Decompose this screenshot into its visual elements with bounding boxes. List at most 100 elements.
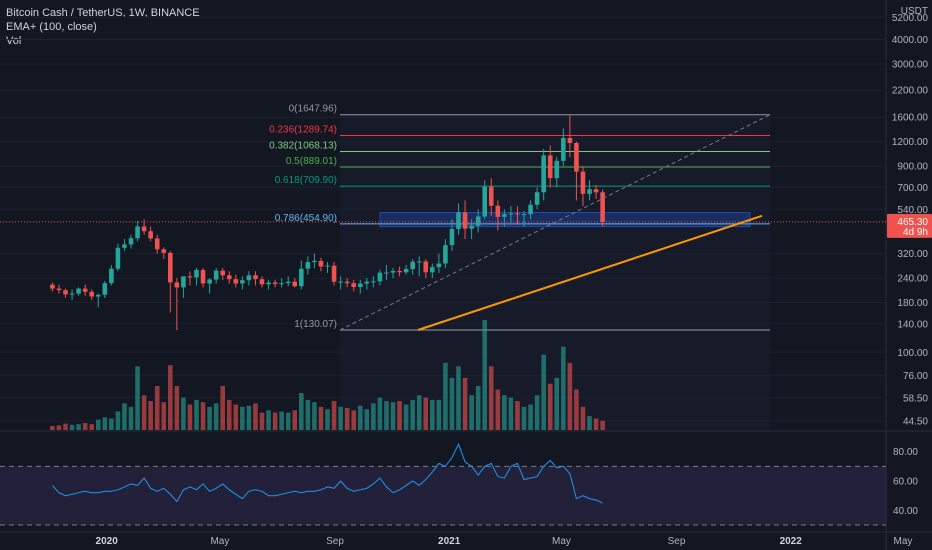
- candle-body: [102, 283, 108, 295]
- candle-body: [416, 261, 422, 263]
- candle-body: [554, 160, 560, 179]
- volume-bars: [50, 320, 605, 430]
- candle-body: [443, 245, 448, 264]
- rsi-tick-label: 40.00: [893, 506, 918, 517]
- price-tick-label: 76.00: [903, 371, 928, 382]
- candle: [397, 266, 402, 277]
- candle: [403, 264, 409, 275]
- current-price-badge[interactable]: [887, 213, 932, 238]
- symbol-title[interactable]: Bitcoin Cash / TetherUS, 1W, BINANCE: [6, 7, 200, 19]
- candle-body: [194, 269, 199, 278]
- candle: [541, 148, 546, 201]
- candle-body: [318, 260, 324, 267]
- volume-bar: [541, 354, 546, 430]
- candle: [69, 289, 75, 301]
- candle-body: [344, 281, 350, 284]
- candle: [587, 180, 592, 201]
- candle: [593, 184, 599, 199]
- volume-bar: [443, 362, 448, 430]
- fib-zone-highlight[interactable]: [379, 212, 751, 228]
- price-tick-label: 3000.00: [892, 59, 929, 70]
- volume-bar: [233, 404, 239, 430]
- candle-body: [50, 284, 55, 289]
- candle: [449, 219, 455, 252]
- candle: [416, 256, 422, 277]
- price-tick-label: 700.00: [897, 183, 928, 194]
- candle: [226, 271, 232, 284]
- volume-bar: [475, 386, 481, 430]
- volume-bar: [456, 366, 461, 430]
- fib-retracement[interactable]: 0(1647.96) 0.236(1289.74) 0.382(1068.13) 0.…: [269, 104, 770, 331]
- volume-bar: [102, 417, 108, 430]
- volume-bar: [135, 366, 140, 430]
- candle-body: [495, 205, 501, 217]
- volume-bar: [246, 405, 252, 430]
- candle-body: [109, 268, 114, 284]
- candle: [279, 278, 284, 288]
- time-tick-label: Sep: [326, 536, 344, 547]
- volume-bar: [410, 399, 415, 430]
- volume-bar: [226, 399, 232, 430]
- candle-body: [122, 244, 127, 248]
- volume-bar: [168, 365, 173, 430]
- volume-bar: [462, 377, 468, 430]
- price-tick-label: 240.00: [897, 274, 928, 285]
- candle-body: [436, 263, 442, 268]
- volume-bar: [574, 389, 579, 430]
- candle: [554, 157, 560, 188]
- candle-body: [364, 281, 370, 284]
- candle-body: [600, 192, 605, 222]
- fib-level-label: 0(1647.96): [289, 104, 337, 115]
- candle: [102, 280, 108, 298]
- candle-body: [95, 294, 101, 297]
- candle: [384, 264, 389, 280]
- time-tick-label: May: [894, 536, 913, 547]
- price-tick-label: 4000.00: [892, 35, 929, 46]
- ema-indicator-label[interactable]: EMA+ (100, close): [6, 21, 97, 33]
- volume-bar: [436, 399, 442, 430]
- candle: [561, 128, 566, 166]
- candle: [122, 239, 127, 252]
- candle: [482, 180, 488, 220]
- candle-body: [299, 268, 304, 287]
- volume-bar: [240, 406, 245, 430]
- volume-bar: [141, 395, 147, 430]
- volume-indicator-label[interactable]: Vol: [6, 35, 22, 47]
- candle: [318, 257, 324, 272]
- candle: [200, 268, 206, 288]
- candle: [547, 145, 553, 188]
- candle-body: [285, 281, 291, 284]
- candle-body: [384, 272, 389, 274]
- time-axis[interactable]: 2020 May Sep 2021 May Sep 2022 May: [96, 536, 913, 547]
- candle: [495, 200, 501, 231]
- volume-bar: [508, 397, 514, 430]
- fib-level-label: 1(130.07): [294, 319, 337, 330]
- candle: [76, 287, 81, 296]
- volume-bar: [272, 412, 278, 430]
- candle: [292, 278, 298, 288]
- candle-body: [430, 267, 435, 273]
- fib-level-label: 0.618(709.90): [275, 175, 337, 186]
- candle: [154, 234, 160, 254]
- candle: [528, 200, 533, 220]
- candle: [515, 206, 520, 225]
- rsi-line: [52, 443, 603, 504]
- candle: [109, 264, 114, 286]
- volume-bar: [397, 401, 402, 430]
- chart-legend: Bitcoin Cash / TetherUS, 1W, BINANCE EMA…: [6, 6, 200, 48]
- volume-bar: [148, 401, 153, 430]
- candle-body: [56, 288, 62, 291]
- volume-bar: [331, 401, 337, 430]
- price-tick-label: 100.00: [897, 348, 928, 359]
- volume-bar: [56, 425, 62, 430]
- candle: [338, 276, 343, 290]
- support-trendline[interactable]: [417, 214, 763, 331]
- price-tick-label: 140.00: [897, 319, 928, 330]
- candle-body: [141, 226, 147, 232]
- candle: [331, 262, 337, 286]
- candle-body: [462, 212, 468, 229]
- candle-body: [488, 186, 494, 206]
- candle-body: [135, 226, 140, 239]
